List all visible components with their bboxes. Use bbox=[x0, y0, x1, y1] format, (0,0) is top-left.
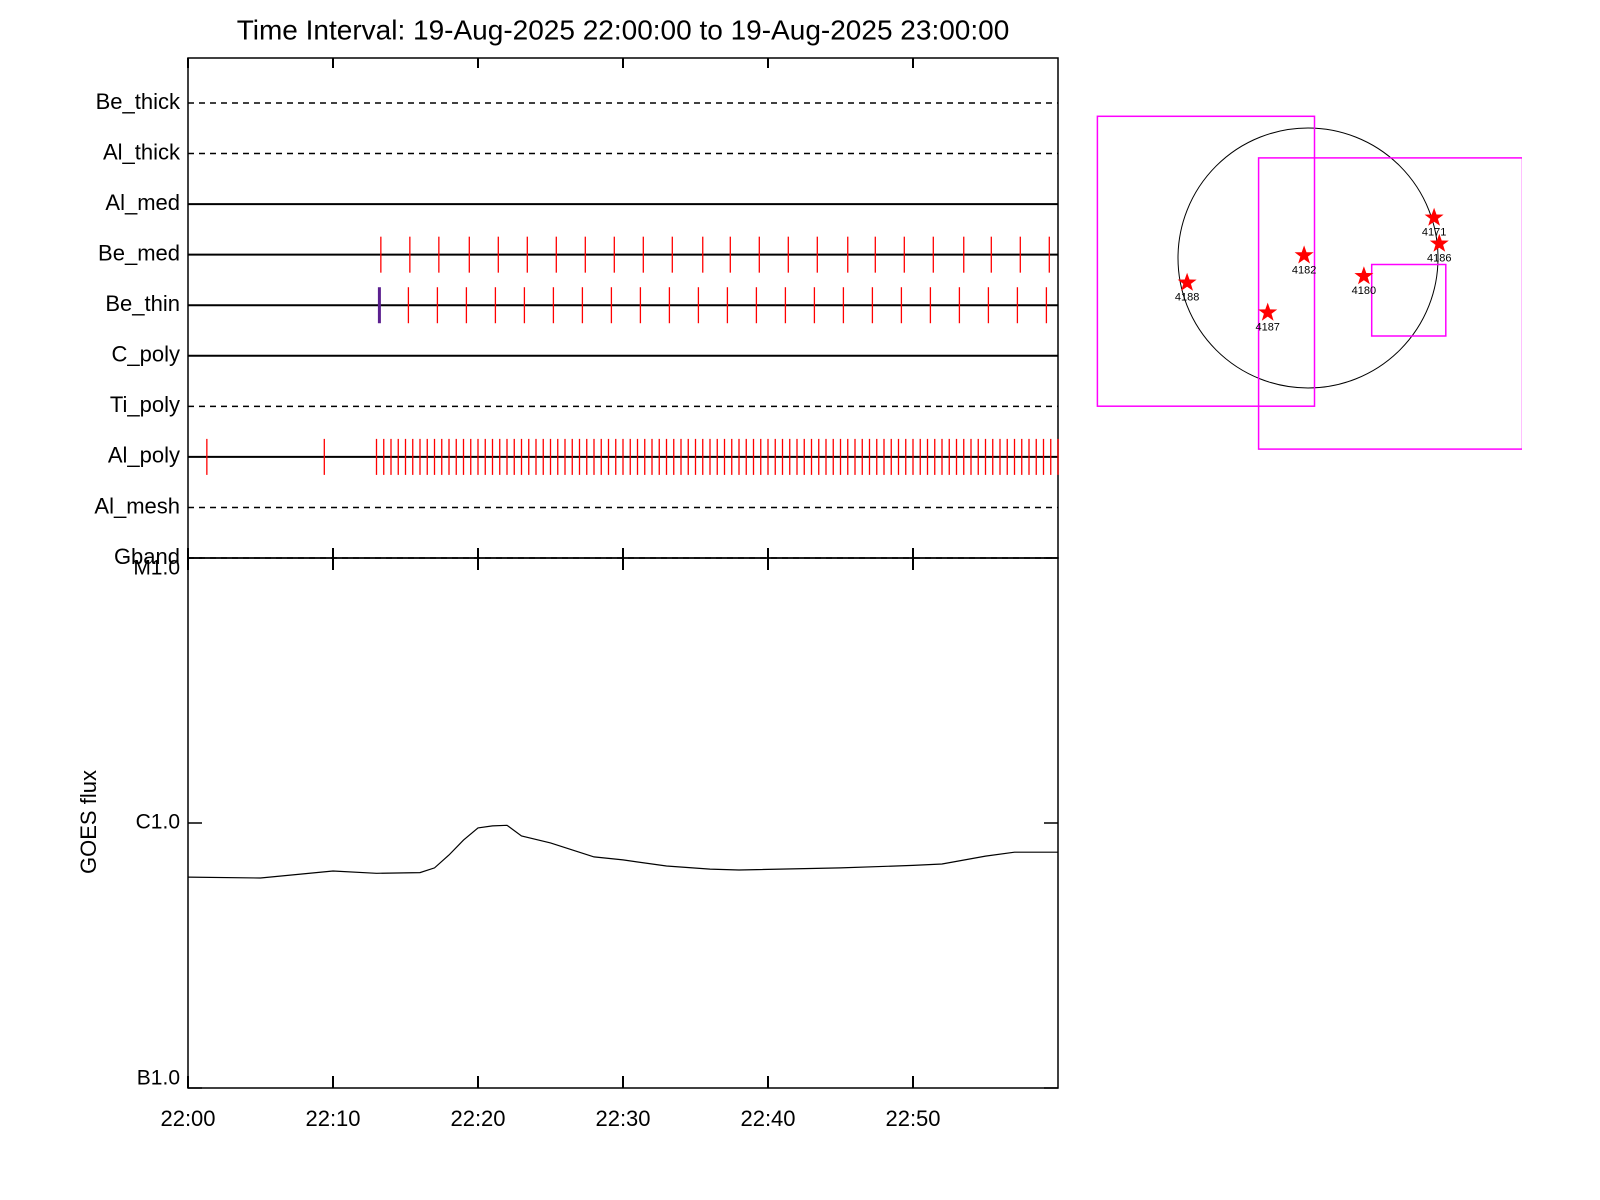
active-region-label: 4171 bbox=[1422, 227, 1446, 239]
active-region-star bbox=[1177, 272, 1197, 291]
y-tick-label: C1.0 bbox=[136, 811, 180, 834]
y-axis-label: GOES flux bbox=[76, 770, 101, 874]
row-label: Be_thick bbox=[96, 89, 181, 114]
row-label: Al_poly bbox=[108, 443, 180, 468]
x-tick-label: 22:00 bbox=[160, 1106, 215, 1131]
row-label: C_poly bbox=[112, 342, 180, 367]
fov-box bbox=[1096, 115, 1316, 407]
x-tick-label: 22:20 bbox=[450, 1106, 505, 1131]
active-region-star bbox=[1354, 266, 1374, 285]
x-tick-label: 22:40 bbox=[740, 1106, 795, 1131]
row-label: Al_med bbox=[105, 190, 180, 215]
goes-line bbox=[187, 824, 1058, 879]
active-region-label: 4188 bbox=[1175, 292, 1199, 304]
timeline-frame bbox=[187, 57, 1059, 559]
x-tick-label: 22:10 bbox=[305, 1106, 360, 1131]
active-region-label: 4182 bbox=[1292, 264, 1316, 276]
y-tick-label: B1.0 bbox=[137, 1067, 180, 1090]
goes-frame bbox=[187, 557, 1059, 1089]
active-region-label: 4186 bbox=[1427, 253, 1451, 265]
row-label: Al_mesh bbox=[94, 493, 180, 518]
fov-box bbox=[1370, 263, 1447, 337]
row-label: Gband bbox=[114, 544, 180, 569]
row-label: Ti_poly bbox=[110, 392, 180, 417]
x-tick-label: 22:50 bbox=[885, 1106, 940, 1131]
row-label: Be_med bbox=[98, 240, 180, 265]
row-label: Be_thin bbox=[105, 291, 180, 316]
solar-disk bbox=[1177, 127, 1439, 389]
sun-map: 4188 4187 4182 4180 4171 4186 bbox=[1096, 115, 1522, 450]
active-region-star bbox=[1429, 233, 1449, 252]
y-tick-label: M1.0 bbox=[133, 557, 180, 580]
x-tick-label: 22:30 bbox=[595, 1106, 650, 1131]
active-region-star bbox=[1258, 302, 1278, 321]
active-region-label: 4180 bbox=[1352, 285, 1376, 297]
chart-title: Time Interval: 19-Aug-2025 22:00:00 to 1… bbox=[237, 14, 1010, 45]
row-label: Al_thick bbox=[103, 139, 181, 164]
active-region-star bbox=[1424, 207, 1444, 226]
active-region-star bbox=[1294, 245, 1314, 264]
active-region-label: 4187 bbox=[1255, 322, 1279, 334]
fov-box bbox=[1257, 157, 1522, 450]
